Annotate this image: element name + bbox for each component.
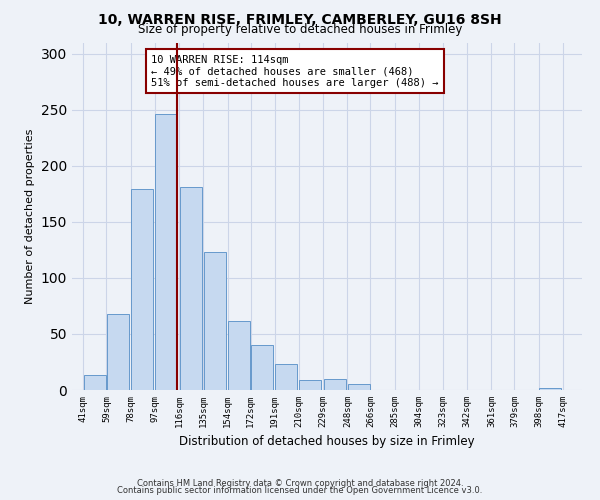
Text: Contains public sector information licensed under the Open Government Licence v3: Contains public sector information licen… [118,486,482,495]
Bar [228,320,250,390]
Bar [348,384,370,390]
Text: 10, WARREN RISE, FRIMLEY, CAMBERLEY, GU16 8SH: 10, WARREN RISE, FRIMLEY, CAMBERLEY, GU1… [98,12,502,26]
Bar [179,187,202,390]
Y-axis label: Number of detached properties: Number of detached properties [25,128,35,304]
X-axis label: Distribution of detached houses by size in Frimley: Distribution of detached houses by size … [179,436,475,448]
Bar [299,380,322,390]
Bar [131,190,153,390]
Text: Size of property relative to detached houses in Frimley: Size of property relative to detached ho… [138,22,462,36]
Bar [204,252,226,390]
Bar [155,114,178,390]
Bar [275,364,297,390]
Bar [107,314,129,390]
Bar [323,379,346,390]
Bar [84,376,106,390]
Text: 10 WARREN RISE: 114sqm
← 49% of detached houses are smaller (468)
51% of semi-de: 10 WARREN RISE: 114sqm ← 49% of detached… [151,54,439,88]
Bar [539,388,561,390]
Text: Contains HM Land Registry data © Crown copyright and database right 2024.: Contains HM Land Registry data © Crown c… [137,478,463,488]
Bar [251,345,273,390]
